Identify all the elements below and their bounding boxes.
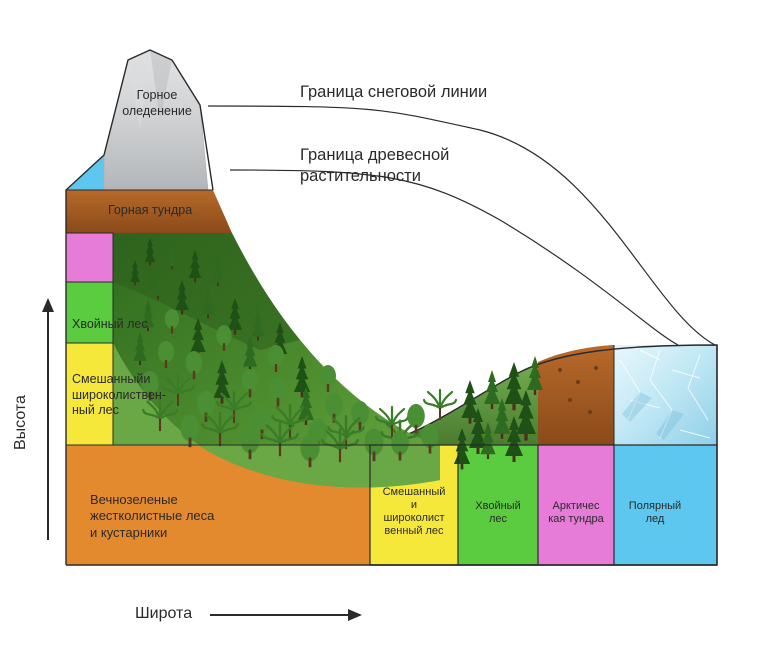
y-axis-label: Высота — [12, 395, 30, 450]
lat-label-tundra: Арктическая тундра — [542, 500, 610, 526]
treeline-label: Граница древесной растительности — [300, 145, 560, 186]
lat-label-polar: Полярныйлед — [620, 500, 690, 526]
x-axis-label: Широта — [135, 605, 192, 623]
lat-label-coniferous: Хвойныйлес — [462, 500, 534, 526]
label-mixed: Смешанныйишироколиствен-ный лес — [72, 372, 202, 419]
treeline-curve — [230, 170, 678, 345]
label-tundra: Горная тундра — [108, 203, 192, 219]
lat-label-mixed: Смешанныйишироколиственный лес — [374, 486, 454, 538]
label-glacier: Горноеоледенение — [112, 88, 202, 119]
label-evergreen: Вечнозеленыежестколистные лесаи кустарни… — [90, 492, 290, 541]
label-coniferous: Хвойный лес — [72, 316, 192, 334]
snowline-curve — [208, 106, 715, 345]
zone-pink-band — [66, 233, 113, 282]
zone-green-band — [66, 282, 113, 343]
snowline-label: Граница снеговой линии — [300, 82, 487, 103]
